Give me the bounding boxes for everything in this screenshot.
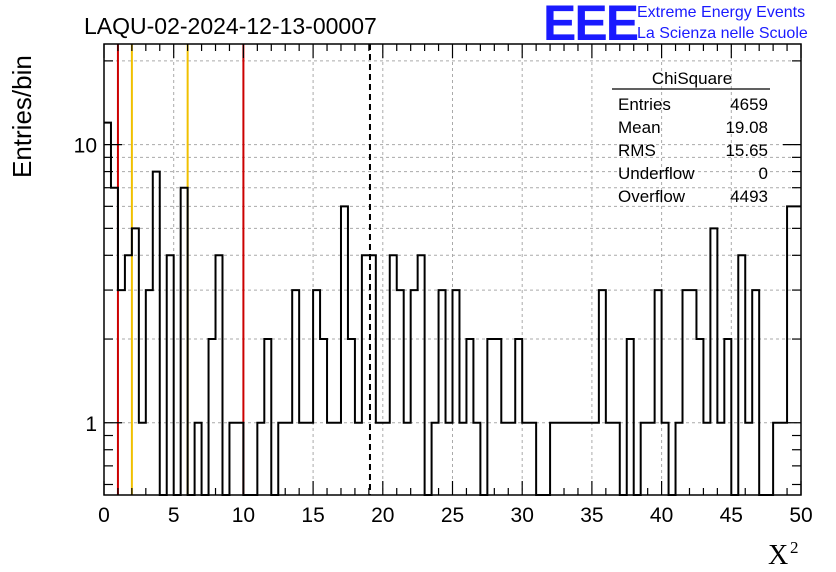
stats-title: ChiSquare	[652, 69, 732, 88]
eee-logo: EEE Extreme Energy Events La Scienza nel…	[543, 0, 808, 51]
stats-value: 15.65	[725, 141, 768, 160]
x-tick-label: 5	[168, 504, 180, 527]
stats-label: RMS	[618, 141, 656, 160]
logo-line-1: Extreme Energy Events	[637, 4, 805, 21]
x-tick-label: 40	[650, 504, 673, 527]
histogram-series	[104, 121, 801, 496]
x-tick-label: 15	[301, 504, 324, 527]
x-tick-label: 45	[720, 504, 743, 527]
x-tick-label: 50	[789, 504, 812, 527]
stats-box: ChiSquare Entries 4659 Mean 19.08 RMS 15.65 Un…	[612, 69, 770, 206]
logo-line-2: La Scienza nelle Scuole	[637, 25, 808, 42]
y-tick-label: 10	[74, 135, 97, 158]
x-axis-title: X 2	[768, 538, 799, 571]
stats-value: 0	[759, 164, 768, 183]
stats-label: Overflow	[618, 187, 686, 206]
stats-label: Mean	[618, 118, 661, 137]
stats-label: Entries	[618, 95, 671, 114]
stats-value: 4659	[730, 95, 768, 114]
x-tick-label: 35	[580, 504, 603, 527]
x-tick-label: 30	[511, 504, 534, 527]
x-axis-label-superscript: 2	[790, 538, 799, 557]
x-tick-label: 25	[441, 504, 464, 527]
axis-ticks: 0 5 10 15 20 25 30 35 40 45 50 1 10	[74, 44, 813, 527]
x-tick-label: 0	[98, 504, 110, 527]
logo-mark: EEE	[543, 0, 638, 51]
stats-label: Underflow	[618, 164, 695, 183]
x-tick-label: 10	[232, 504, 255, 527]
stats-value: 19.08	[725, 118, 768, 137]
plot-title: LAQU-02-2024-12-13-00007	[84, 13, 377, 39]
x-tick-label: 20	[371, 504, 394, 527]
y-tick-label: 1	[85, 413, 97, 436]
y-axis-label: Entries/bin	[7, 55, 37, 178]
x-axis-label: X	[768, 540, 788, 571]
stats-value: 4493	[730, 187, 768, 206]
